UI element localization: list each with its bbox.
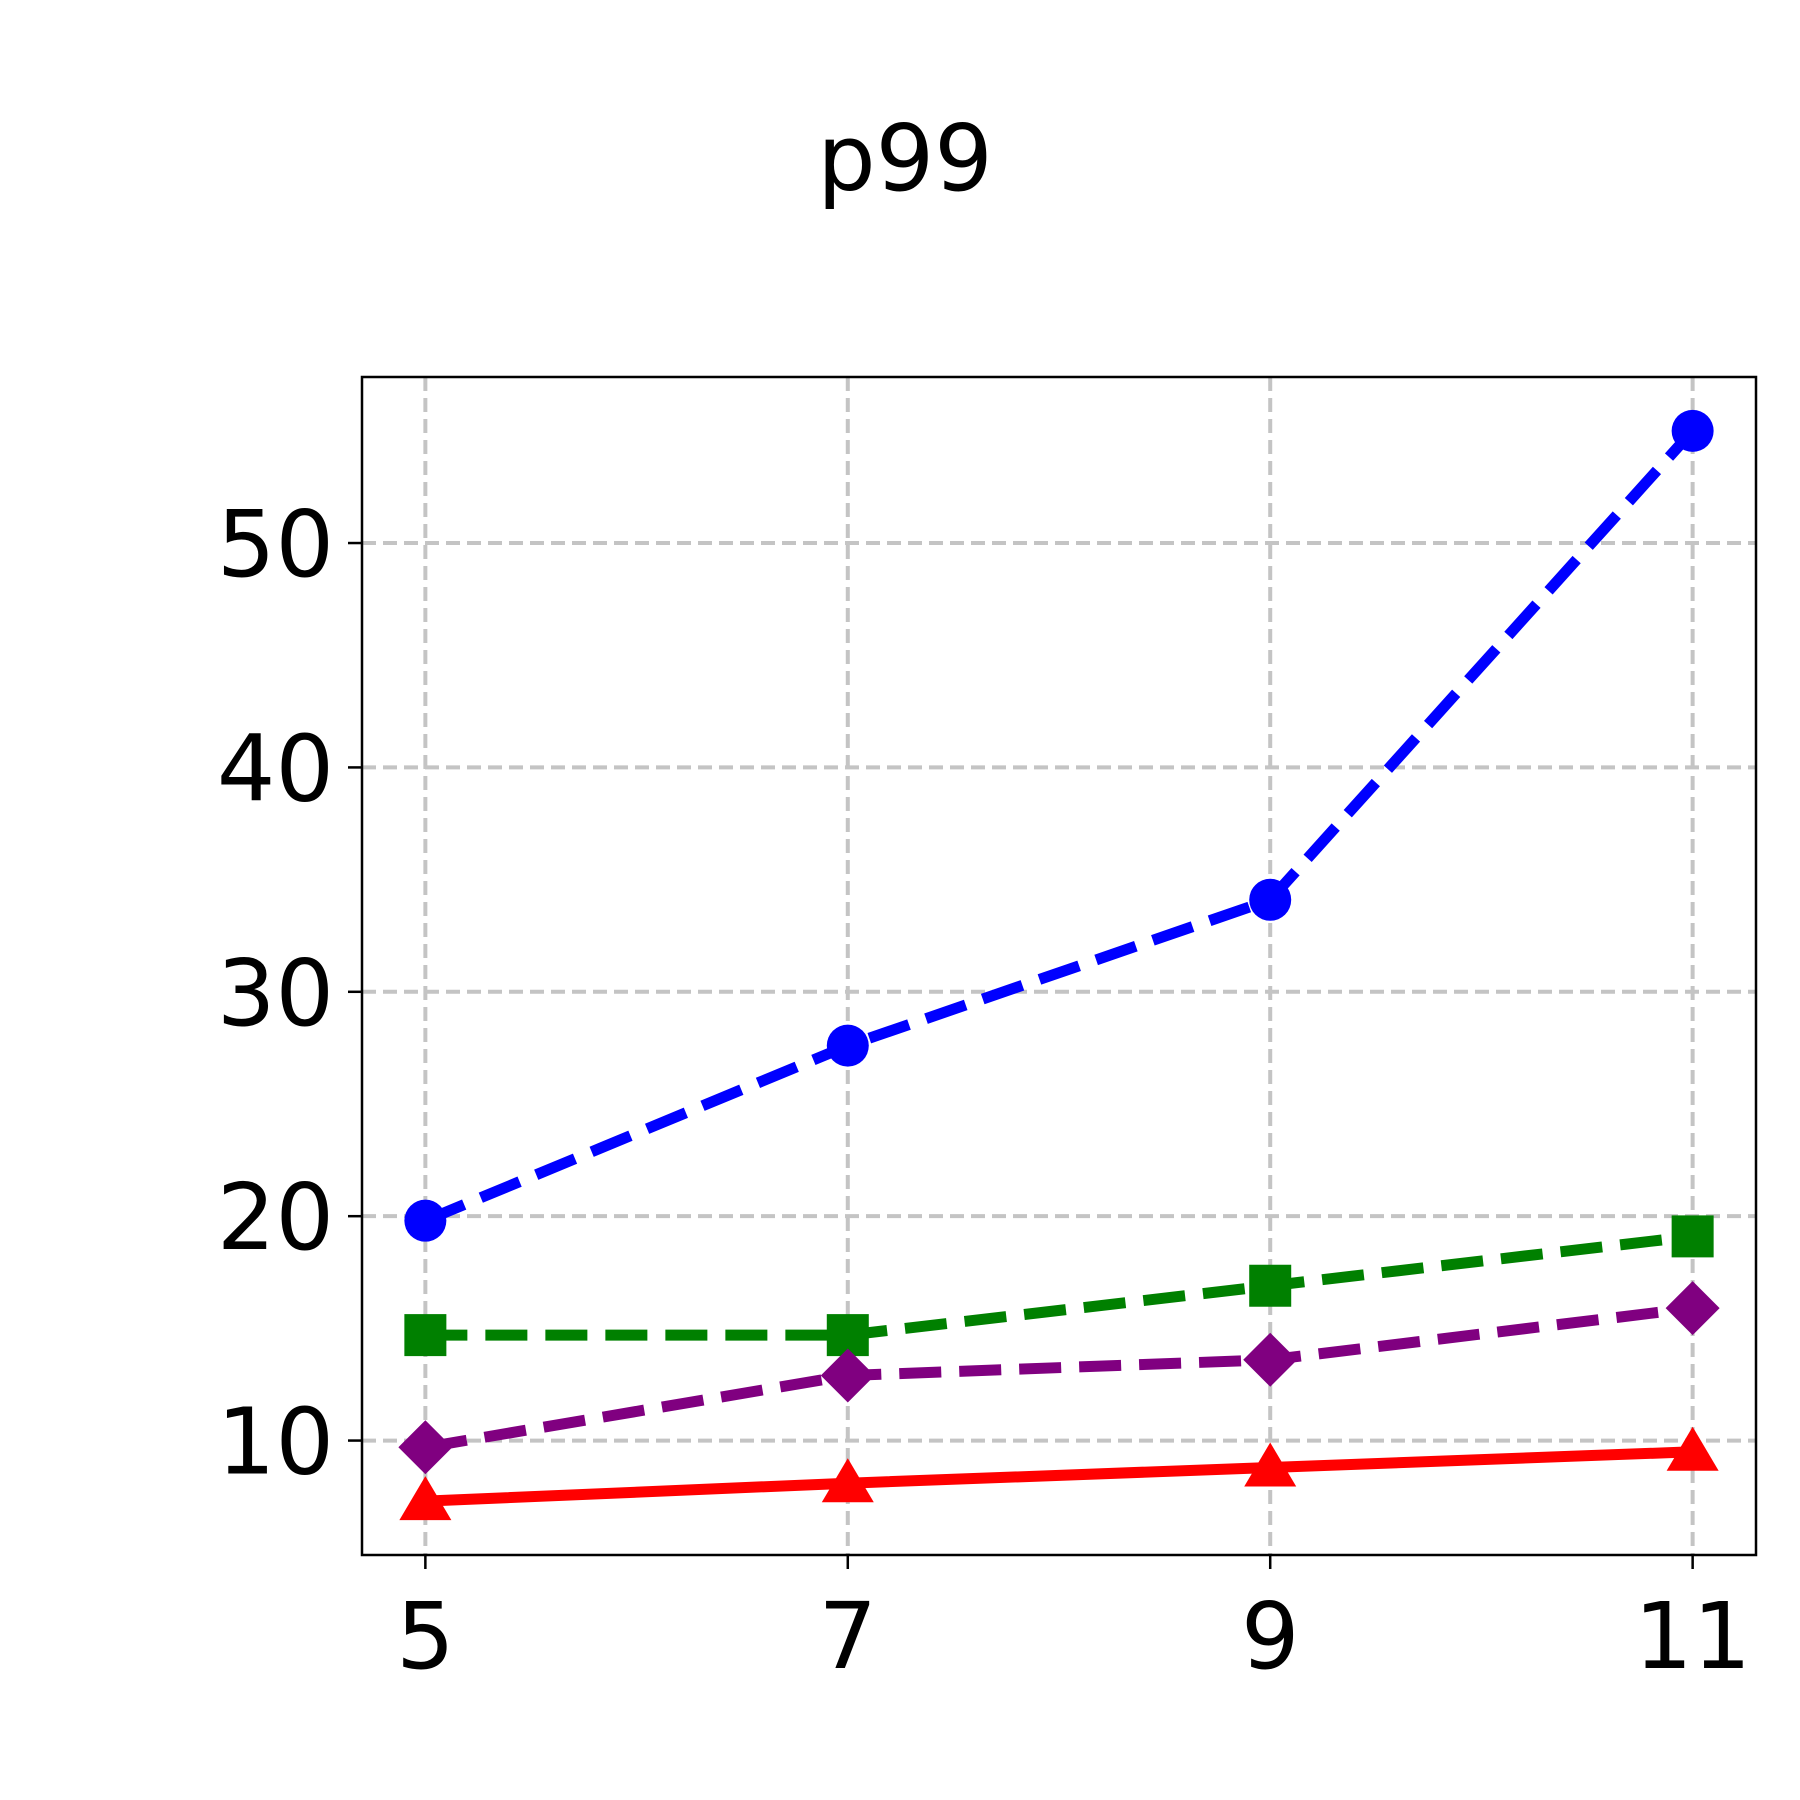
y-tick-label: 20 bbox=[217, 1164, 334, 1271]
data-point bbox=[404, 1314, 447, 1357]
data-point bbox=[398, 1420, 453, 1475]
series-line bbox=[425, 1230, 1694, 1341]
series-line bbox=[425, 1446, 1693, 1507]
x-tick-label: 5 bbox=[396, 1583, 455, 1690]
series-line bbox=[423, 427, 1697, 1226]
data-point bbox=[826, 1024, 869, 1067]
series-line bbox=[424, 1302, 1694, 1453]
y-tick-label: 40 bbox=[217, 715, 334, 822]
data-point bbox=[1244, 1442, 1297, 1487]
data-point bbox=[404, 1199, 447, 1242]
data-point bbox=[399, 1476, 452, 1521]
series-layer bbox=[398, 409, 1720, 1521]
data-point bbox=[1665, 1281, 1720, 1336]
axes: 5 7 9 11 10 20 30 40 50 bbox=[217, 491, 1751, 1690]
data-point bbox=[1249, 878, 1292, 921]
x-tick-label: 7 bbox=[819, 1583, 878, 1690]
x-tick-label: 11 bbox=[1634, 1583, 1751, 1690]
chart-title: p99 bbox=[817, 105, 992, 212]
grid bbox=[362, 377, 1756, 1555]
data-point bbox=[1671, 1215, 1714, 1258]
y-tick-label: 50 bbox=[217, 491, 334, 598]
y-tick-label: 10 bbox=[217, 1389, 334, 1496]
data-point bbox=[1666, 1426, 1719, 1471]
data-point bbox=[1249, 1264, 1292, 1307]
x-tick-label: 9 bbox=[1241, 1583, 1300, 1690]
data-point bbox=[1671, 409, 1714, 452]
data-point bbox=[1243, 1332, 1298, 1387]
plot-frame bbox=[360, 375, 1758, 1557]
data-point bbox=[820, 1348, 875, 1403]
y-tick-label: 30 bbox=[217, 940, 334, 1047]
data-point bbox=[821, 1458, 874, 1503]
